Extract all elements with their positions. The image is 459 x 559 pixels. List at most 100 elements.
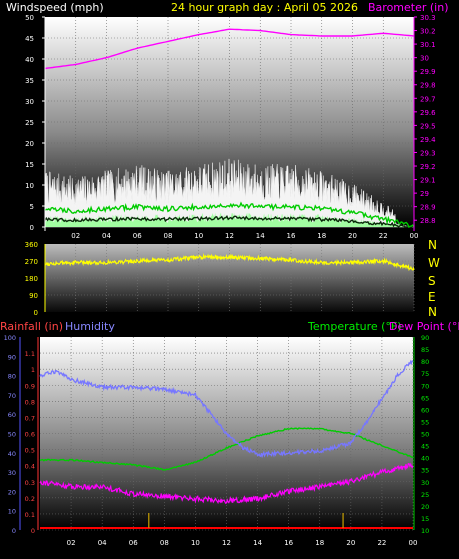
humidity-tick-label: 20 <box>8 488 16 496</box>
barometer-tick-label: 29.3 <box>420 149 436 157</box>
rainfall-tick-label: 0.4 <box>25 463 35 471</box>
barometer-tick-label: 29.4 <box>420 136 436 144</box>
windspeed-tick-label: 10 <box>25 182 34 190</box>
humidity-tick-label: 0 <box>12 527 16 535</box>
windspeed-tick-label: 50 <box>25 14 34 22</box>
temperature-tick-label: 60 <box>421 406 429 414</box>
bottom-time-tick-label: 18 <box>315 539 324 547</box>
direction-tick-label: 0 <box>34 309 38 317</box>
temperature-tick-label: 50 <box>421 431 429 439</box>
barometer-tick-label: 29.7 <box>420 95 436 103</box>
windspeed-tick-label: 0 <box>30 224 34 232</box>
humidity-tick-label: 70 <box>8 392 16 400</box>
rainfall-tick-label: 1 <box>31 366 35 374</box>
top-time-tick-label: 10 <box>194 232 203 240</box>
rain-humidity-temp-series <box>39 359 414 529</box>
temperature-tick-label: 75 <box>421 370 429 378</box>
wind-direction-series <box>45 252 415 272</box>
wind-low-band <box>45 212 414 227</box>
bottom-time-tick-label: 04 <box>98 539 107 547</box>
temperature-tick-label: 40 <box>421 455 429 463</box>
temperature-tick-label: 25 <box>421 491 429 499</box>
wind-direction-grid <box>45 244 415 312</box>
direction-tick-label: 90 <box>29 292 38 300</box>
compass-letter-w: W <box>428 256 440 270</box>
direction-tick-label: 270 <box>25 258 38 266</box>
compass-letters: N W S E N <box>428 238 440 319</box>
rainfall-tick-label: 0.1 <box>25 511 35 519</box>
bottom-time-tick-label: 22 <box>377 539 386 547</box>
wind-base-line <box>44 214 415 228</box>
temperature-tick-label: 30 <box>421 479 429 487</box>
humidity-tick-label: 80 <box>8 373 16 381</box>
top-time-tick-label: 12 <box>225 232 234 240</box>
temperature-tick-label: 10 <box>421 527 429 535</box>
rainfall-tick-label: 0.3 <box>25 479 35 487</box>
top-time-tick-label: 22 <box>379 232 388 240</box>
barometer-tick-label: 29.2 <box>420 163 436 171</box>
barometer-tick-label: 28.8 <box>420 217 436 225</box>
temperature-line <box>39 427 413 471</box>
humidity-tick-label: 60 <box>8 411 16 419</box>
top-time-tick-label: 04 <box>102 232 111 240</box>
compass-letter-n-top: N <box>428 238 437 252</box>
rainfall-tick-label: 0.8 <box>25 398 35 406</box>
humidity-axis-title: Humidity <box>65 320 115 333</box>
bottom-time-tick-label: 12 <box>222 539 231 547</box>
rainfall-tick-label: 1.1 <box>25 350 35 358</box>
bottom-time-tick-label: 14 <box>253 539 262 547</box>
humidity-tick-label: 40 <box>8 450 16 458</box>
top-time-tick-label: 00 <box>410 232 419 240</box>
windspeed-tick-label: 15 <box>25 161 34 169</box>
temperature-tick-label: 15 <box>421 515 429 523</box>
barometer-tick-label: 30.2 <box>420 28 436 36</box>
barometer-tick-label: 29.9 <box>420 68 436 76</box>
top-time-tick-label: 02 <box>71 232 80 240</box>
windspeed-tick-label: 45 <box>25 35 34 43</box>
rainfall-axis-title: Rainfall (in) <box>0 320 63 333</box>
top-time-tick-label: 18 <box>317 232 326 240</box>
bottom-time-tick-label: 10 <box>191 539 200 547</box>
wind-direction-axes: 0 90 180 270 360 <box>25 241 46 317</box>
compass-letter-s: S <box>428 274 436 288</box>
rain-humidity-temp-axes: 010203040506070809010000.10.20.30.40.50.… <box>4 334 430 547</box>
temperature-tick-label: 45 <box>421 443 429 451</box>
barometer-tick-label: 29 <box>420 190 429 198</box>
humidity-tick-label: 10 <box>8 508 16 516</box>
dewpoint-line <box>39 462 414 505</box>
barometer-tick-label: 30.3 <box>420 14 436 22</box>
rainfall-tick-label: 0 <box>31 527 35 535</box>
top-time-tick-label: 14 <box>256 232 265 240</box>
windspeed-tick-label: 5 <box>30 203 34 211</box>
bottom-time-tick-label: 20 <box>346 539 355 547</box>
barometer-tick-label: 28.9 <box>420 204 436 212</box>
bottom-time-tick-label: 08 <box>160 539 169 547</box>
barometer-tick-label: 30 <box>420 55 429 63</box>
compass-letter-n-bottom: N <box>428 305 437 319</box>
windspeed-tick-label: 35 <box>25 77 34 85</box>
top-time-tick-label: 08 <box>164 232 173 240</box>
temperature-tick-label: 85 <box>421 346 429 354</box>
temperature-tick-label: 55 <box>421 418 429 426</box>
compass-letter-e: E <box>428 290 436 304</box>
temperature-tick-label: 65 <box>421 394 429 402</box>
humidity-tick-label: 50 <box>8 431 16 439</box>
direction-tick-label: 360 <box>25 241 38 249</box>
wind-baro-series <box>44 28 415 229</box>
temperature-tick-label: 80 <box>421 358 429 366</box>
bottom-time-tick-label: 06 <box>129 539 138 547</box>
temperature-tick-label: 35 <box>421 467 429 475</box>
temperature-tick-label: 20 <box>421 503 429 511</box>
windspeed-axis-title: Windspeed (mph) <box>6 1 104 14</box>
wind-direction-line <box>45 252 415 272</box>
barometer-tick-label: 29.1 <box>420 177 436 185</box>
windspeed-tick-label: 25 <box>25 119 34 127</box>
bottom-time-tick-label: 16 <box>284 539 293 547</box>
barometer-line <box>44 28 415 70</box>
wind-baro-axes: 0 5 10 15 20 25 30 35 40 45 50 28.8 28.9 29 29.1 29.2 29… <box>25 14 436 240</box>
bottom-time-tick-label: 02 <box>67 539 76 547</box>
top-time-tick-label: 16 <box>287 232 296 240</box>
windspeed-tick-label: 20 <box>25 140 34 148</box>
